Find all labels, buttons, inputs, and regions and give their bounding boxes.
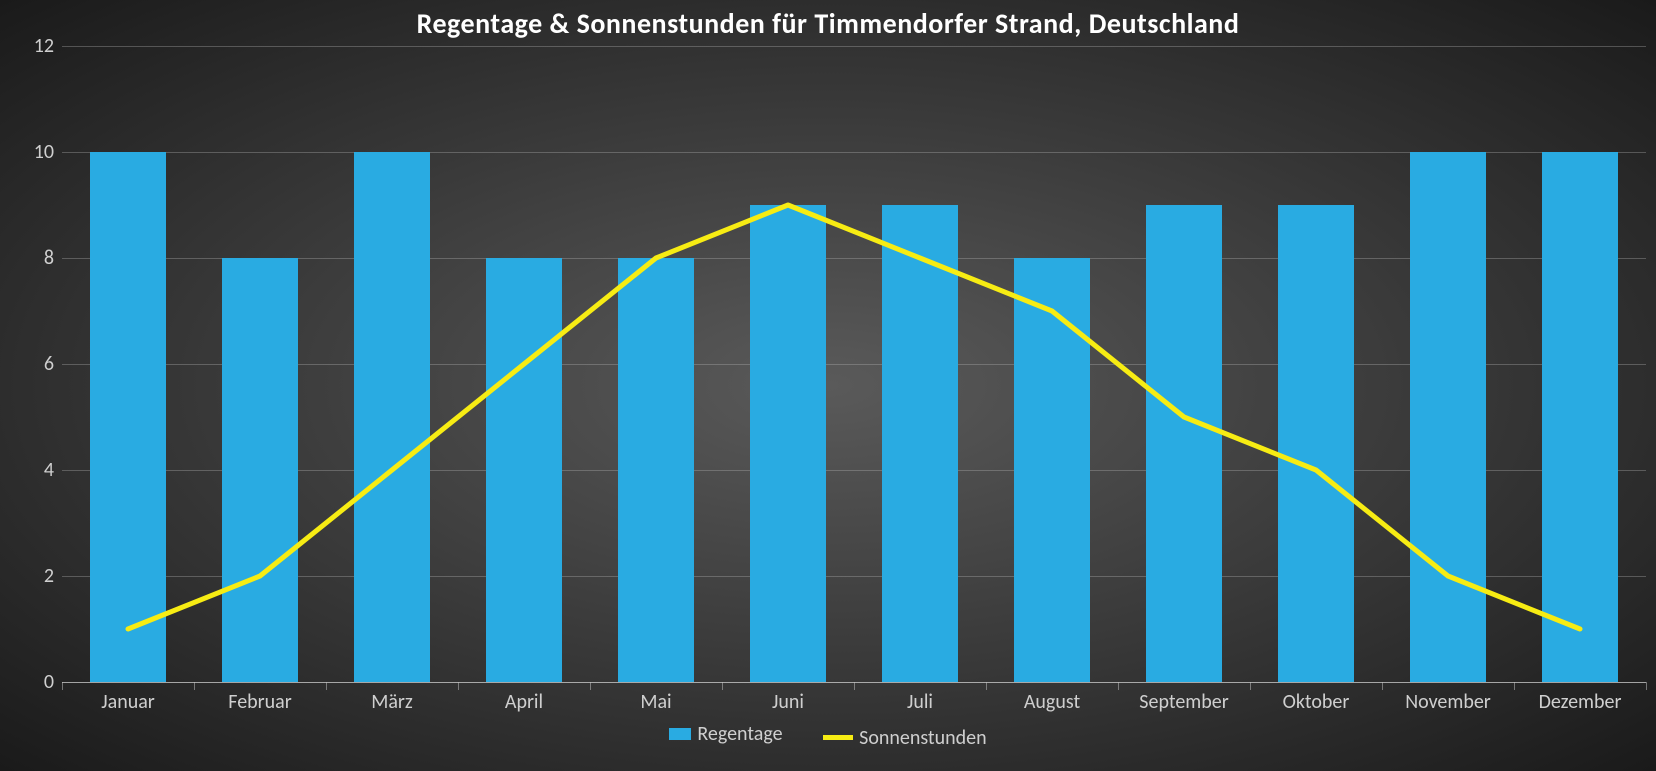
legend-swatch-bar <box>669 728 691 740</box>
ytick-label: 0 <box>22 670 54 694</box>
category-tick <box>1514 682 1515 690</box>
category-tick <box>458 682 459 690</box>
legend: Regentage Sonnenstunden <box>0 722 1656 750</box>
category-tick <box>722 682 723 690</box>
category-tick <box>1250 682 1251 690</box>
ytick-label: 10 <box>22 140 54 164</box>
xtick-label: Juni <box>722 690 854 714</box>
xtick-label: Oktober <box>1250 690 1382 714</box>
category-tick <box>1118 682 1119 690</box>
ytick-label: 8 <box>22 246 54 270</box>
xtick-label: Februar <box>194 690 326 714</box>
legend-item-bar: Regentage <box>669 722 782 746</box>
ytick-label: 2 <box>22 564 54 588</box>
xtick-label: Mai <box>590 690 722 714</box>
legend-label-bar: Regentage <box>697 722 782 746</box>
xtick-label: August <box>986 690 1118 714</box>
plot-area <box>62 46 1646 682</box>
xtick-label: Juli <box>854 690 986 714</box>
chart-container: Regentage & Sonnenstunden für Timmendorf… <box>0 0 1656 771</box>
category-tick <box>854 682 855 690</box>
line-path <box>128 205 1580 629</box>
xtick-label: März <box>326 690 458 714</box>
category-tick <box>986 682 987 690</box>
category-tick <box>1382 682 1383 690</box>
chart-title: Regentage & Sonnenstunden für Timmendorf… <box>0 6 1656 41</box>
x-axis-ticks: JanuarFebruarMärzAprilMaiJuniJuliAugustS… <box>62 690 1646 720</box>
legend-label-line: Sonnenstunden <box>859 726 987 750</box>
ytick-label: 4 <box>22 458 54 482</box>
xtick-label: Januar <box>62 690 194 714</box>
xtick-label: November <box>1382 690 1514 714</box>
xtick-label: April <box>458 690 590 714</box>
line-series <box>62 46 1646 682</box>
category-tick <box>1646 682 1647 690</box>
category-tick <box>590 682 591 690</box>
ytick-label: 12 <box>22 34 54 58</box>
ytick-label: 6 <box>22 352 54 376</box>
category-tick <box>194 682 195 690</box>
legend-swatch-line <box>823 735 853 740</box>
xtick-label: September <box>1118 690 1250 714</box>
category-tick <box>326 682 327 690</box>
xtick-label: Dezember <box>1514 690 1646 714</box>
legend-item-line: Sonnenstunden <box>823 726 987 750</box>
category-tick <box>62 682 63 690</box>
